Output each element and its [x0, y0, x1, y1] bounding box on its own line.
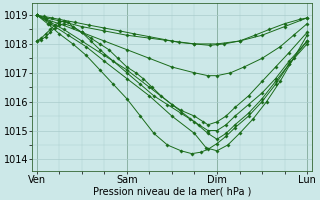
X-axis label: Pression niveau de la mer( hPa ): Pression niveau de la mer( hPa ): [93, 187, 251, 197]
